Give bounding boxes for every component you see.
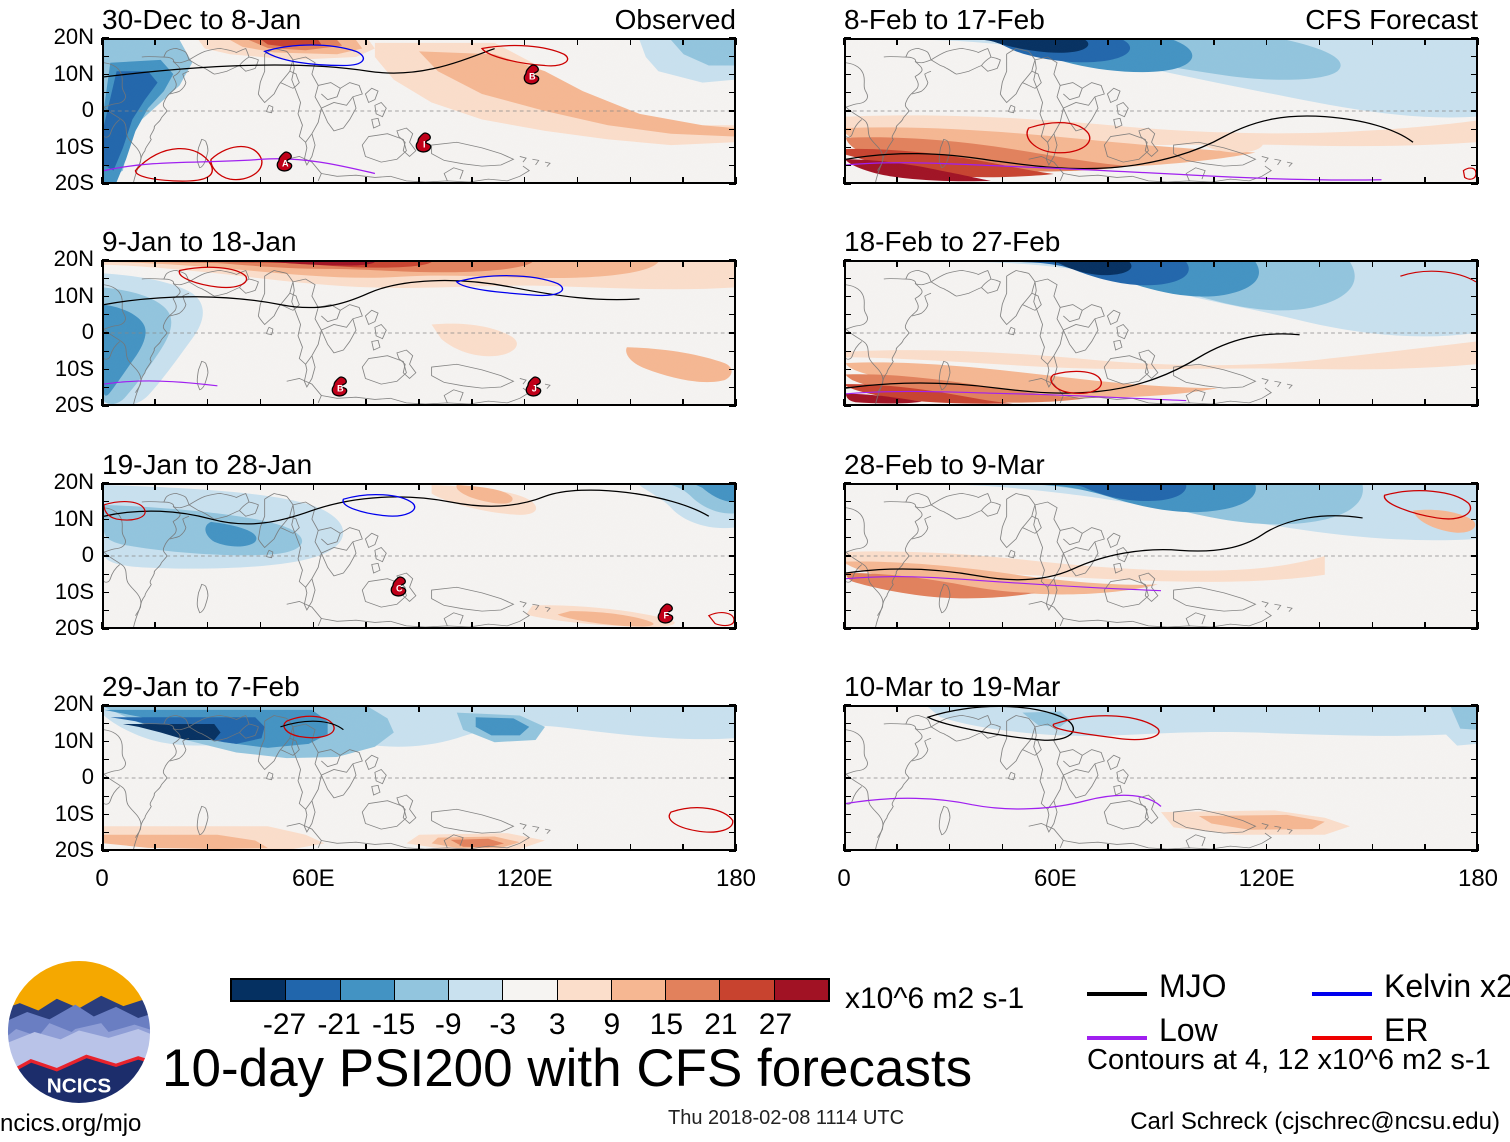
svg-text:A: A bbox=[282, 158, 289, 168]
svg-text:B: B bbox=[529, 72, 536, 82]
svg-text:B: B bbox=[337, 384, 344, 394]
svg-text:J: J bbox=[532, 384, 537, 394]
svg-text:NCICS: NCICS bbox=[47, 1075, 112, 1098]
svg-text:I: I bbox=[423, 140, 426, 150]
svg-text:C: C bbox=[396, 583, 403, 593]
svg-text:F: F bbox=[663, 610, 669, 620]
